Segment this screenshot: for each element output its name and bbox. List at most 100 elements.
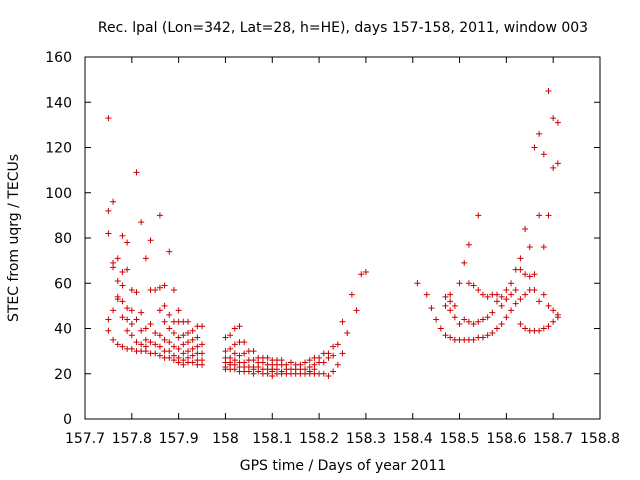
- data-point: [161, 318, 168, 325]
- data-point: [180, 332, 187, 339]
- data-point: [456, 320, 463, 327]
- data-point: [550, 115, 557, 122]
- data-point: [554, 119, 561, 126]
- y-tick-label: 160: [45, 50, 72, 66]
- data-point: [156, 284, 163, 291]
- data-point: [330, 368, 337, 375]
- data-point: [540, 151, 547, 158]
- x-tick-label: 157.8: [112, 431, 152, 447]
- x-tick-label: 157.7: [65, 431, 105, 447]
- data-point: [536, 298, 543, 305]
- data-point: [189, 336, 196, 343]
- data-point: [189, 327, 196, 334]
- data-point: [189, 345, 196, 352]
- data-point: [302, 359, 309, 366]
- data-point: [479, 291, 486, 298]
- data-point: [325, 354, 332, 361]
- y-tick-label: 20: [54, 367, 72, 383]
- data-point: [119, 268, 126, 275]
- data-point: [110, 198, 117, 205]
- x-tick-label: 158.3: [346, 431, 386, 447]
- data-point: [512, 287, 519, 294]
- y-tick-label: 60: [54, 276, 72, 292]
- data-point: [170, 287, 177, 294]
- data-point: [442, 302, 449, 309]
- data-point: [124, 316, 131, 323]
- x-axis-label: GPS time / Days of year 2011: [240, 458, 447, 474]
- data-point: [185, 348, 191, 355]
- data-point: [470, 320, 477, 327]
- data-point: [554, 314, 561, 321]
- data-point: [264, 370, 271, 377]
- data-point: [503, 314, 510, 321]
- data-point: [550, 318, 557, 325]
- data-point: [362, 268, 369, 275]
- x-tick-label: 158: [212, 431, 239, 447]
- data-point: [166, 354, 173, 361]
- data-point: [540, 291, 547, 298]
- data-point: [264, 354, 271, 361]
- data-point: [465, 280, 472, 287]
- data-point: [236, 352, 243, 359]
- data-point: [545, 302, 552, 309]
- data-point: [142, 325, 149, 332]
- data-point: [114, 296, 121, 303]
- data-point: [531, 271, 538, 278]
- data-point: [325, 373, 332, 380]
- data-point: [105, 327, 112, 334]
- data-point: [133, 289, 140, 296]
- data-point: [156, 343, 163, 350]
- data-point: [344, 330, 351, 337]
- data-point: [128, 320, 135, 327]
- data-point: [494, 298, 500, 305]
- data-point: [428, 305, 435, 312]
- data-point: [231, 366, 238, 373]
- data-point: [189, 352, 196, 359]
- data-point: [522, 325, 529, 332]
- data-point: [522, 291, 529, 298]
- y-tick-label: 40: [54, 322, 72, 338]
- data-point: [231, 325, 238, 332]
- data-point: [470, 282, 477, 289]
- data-point: [142, 348, 149, 355]
- data-point: [451, 302, 458, 309]
- data-point: [241, 350, 248, 357]
- data-point: [110, 264, 117, 271]
- data-point: [512, 300, 519, 307]
- data-point: [334, 361, 341, 368]
- data-point: [503, 287, 510, 294]
- data-point: [334, 341, 341, 348]
- data-point: [152, 330, 159, 337]
- data-point: [540, 244, 547, 251]
- data-point: [353, 307, 360, 314]
- data-point: [414, 280, 421, 287]
- data-point: [526, 273, 533, 280]
- data-point: [133, 169, 140, 176]
- data-point: [498, 293, 505, 300]
- data-point: [545, 323, 552, 330]
- data-point: [119, 232, 126, 239]
- data-point: [479, 334, 486, 341]
- data-point: [156, 212, 163, 219]
- data-point: [339, 350, 346, 357]
- data-point: [250, 370, 257, 377]
- data-point: [166, 248, 173, 255]
- data-point: [554, 160, 561, 167]
- data-point: [152, 287, 159, 294]
- data-point: [166, 339, 173, 346]
- data-point: [545, 212, 552, 219]
- data-point: [185, 318, 191, 325]
- data-point: [465, 241, 472, 248]
- data-point: [133, 339, 140, 346]
- data-point: [133, 316, 140, 323]
- data-point: [461, 316, 468, 323]
- data-point: [175, 334, 182, 341]
- data-point: [110, 336, 117, 343]
- data-point: [119, 282, 126, 289]
- data-point: [522, 225, 529, 232]
- data-point: [185, 330, 191, 337]
- x-tick-label: 158.4: [393, 431, 433, 447]
- data-point: [199, 361, 206, 368]
- data-point: [245, 368, 252, 375]
- data-point: [498, 302, 505, 309]
